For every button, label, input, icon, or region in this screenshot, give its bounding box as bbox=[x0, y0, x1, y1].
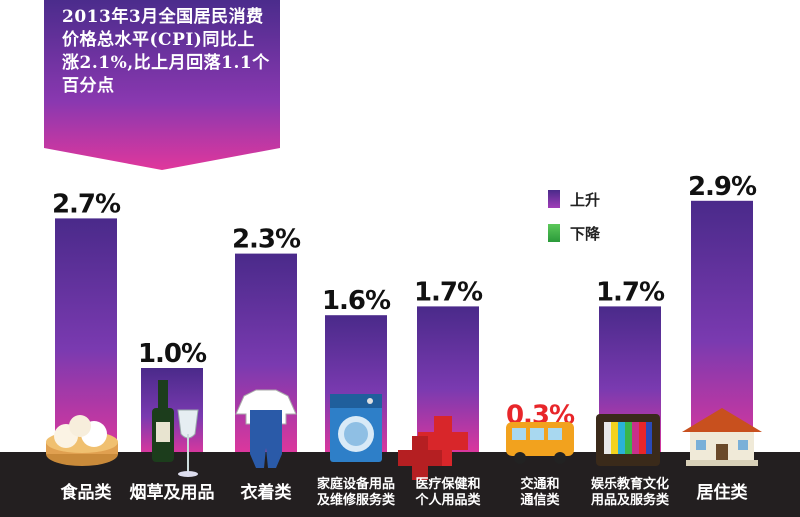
bus-icon bbox=[506, 422, 574, 464]
chart-title: 2013年3月全国居民消费价格总水平(CPI)同比上涨2.1%,比上月回落1.1… bbox=[62, 7, 270, 96]
steamed-buns-icon bbox=[46, 415, 118, 466]
legend-label-rise: 上升 bbox=[570, 190, 601, 209]
value-label-7: 1.7% bbox=[596, 277, 665, 307]
value-label-4: 1.6% bbox=[322, 286, 391, 316]
value-label-1: 2.7% bbox=[52, 189, 121, 219]
television-icon bbox=[596, 414, 660, 466]
category-label-5-line-1: 医疗保健和 bbox=[415, 476, 480, 492]
legend: 上升 下降 bbox=[548, 188, 600, 256]
house-icon bbox=[682, 408, 762, 466]
legend-swatch-fall bbox=[548, 224, 560, 242]
washing-machine-icon bbox=[330, 394, 382, 462]
legend-swatch-rise bbox=[548, 190, 560, 208]
value-label-2: 1.0% bbox=[138, 339, 207, 369]
category-label-1: 食品类 bbox=[61, 482, 113, 503]
category-label-3: 衣着类 bbox=[241, 482, 293, 503]
title-banner bbox=[44, 0, 280, 170]
category-label-4-line-1: 家庭设备用品 bbox=[317, 476, 395, 492]
bar-1 bbox=[55, 218, 117, 456]
category-label-6-line-1: 交通和 bbox=[520, 476, 559, 492]
value-label-8: 2.9% bbox=[688, 172, 757, 202]
category-label-2: 烟草及用品 bbox=[130, 482, 215, 503]
legend-item-fall: 下降 bbox=[548, 222, 600, 244]
value-label-3: 2.3% bbox=[232, 225, 301, 255]
category-label-5-line-2: 个人用品类 bbox=[414, 492, 481, 508]
icons-group bbox=[46, 380, 762, 480]
clothing-icon bbox=[235, 389, 297, 468]
category-label-8: 居住类 bbox=[697, 482, 749, 503]
medical-cross-icon bbox=[398, 416, 468, 480]
legend-label-fall: 下降 bbox=[570, 224, 601, 243]
category-label-7-line-2: 用品及服务类 bbox=[590, 492, 670, 508]
category-label-7-line-1: 娱乐教育文化 bbox=[591, 476, 669, 492]
category-label-6-line-2: 通信类 bbox=[520, 492, 560, 508]
wine-bottle-icon bbox=[152, 380, 199, 477]
legend-item-rise: 上升 bbox=[548, 188, 600, 210]
category-label-4-line-2: 及维修服务类 bbox=[317, 492, 396, 508]
value-label-5: 1.7% bbox=[414, 277, 483, 307]
